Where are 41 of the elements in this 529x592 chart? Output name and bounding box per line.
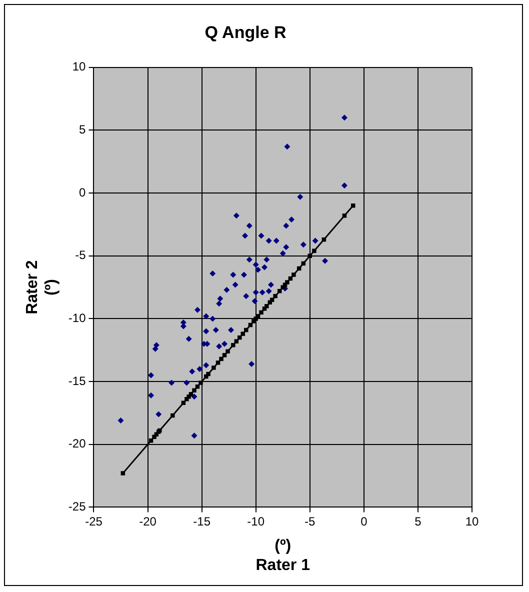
x-tick-label: -15 bbox=[193, 514, 211, 529]
point bbox=[226, 349, 230, 354]
y-axis-title: Rater 2 (º) bbox=[24, 260, 60, 314]
chart-title: Q Angle R bbox=[204, 22, 286, 42]
point bbox=[285, 280, 290, 284]
point bbox=[270, 298, 274, 302]
point bbox=[222, 353, 227, 358]
y-tick-label: -5 bbox=[75, 248, 86, 262]
y-tick-label: -25 bbox=[68, 500, 86, 514]
y-tick-label: 5 bbox=[79, 122, 86, 137]
point bbox=[170, 413, 175, 418]
x-tick-label: 5 bbox=[414, 514, 422, 529]
x-axis-title: (º) Rater 1 bbox=[256, 538, 310, 574]
point bbox=[120, 471, 126, 476]
point bbox=[198, 380, 203, 385]
point bbox=[212, 366, 216, 370]
y-tick-label: -10 bbox=[68, 311, 86, 326]
point bbox=[234, 339, 239, 344]
point bbox=[342, 214, 347, 218]
point bbox=[192, 388, 196, 392]
point bbox=[292, 272, 296, 277]
point bbox=[312, 248, 316, 253]
y-tick-label: 10 bbox=[72, 60, 86, 74]
point bbox=[231, 342, 236, 348]
x-tick-label: -10 bbox=[247, 514, 265, 529]
point bbox=[216, 360, 220, 365]
point bbox=[278, 288, 282, 294]
point bbox=[206, 372, 210, 376]
y-tick-label: -20 bbox=[68, 436, 86, 451]
point bbox=[238, 335, 242, 340]
y-tick-label: -15 bbox=[68, 374, 86, 388]
x-tick-label: 10 bbox=[465, 514, 479, 529]
point bbox=[219, 356, 224, 362]
point bbox=[264, 304, 269, 308]
point bbox=[259, 310, 264, 315]
x-tick-label: 0 bbox=[360, 514, 368, 529]
x-tick-label: -5 bbox=[304, 514, 316, 529]
point bbox=[240, 332, 246, 336]
point bbox=[273, 294, 278, 298]
y-tick-label: 0 bbox=[79, 185, 86, 200]
x-tick-label: -20 bbox=[139, 514, 157, 529]
